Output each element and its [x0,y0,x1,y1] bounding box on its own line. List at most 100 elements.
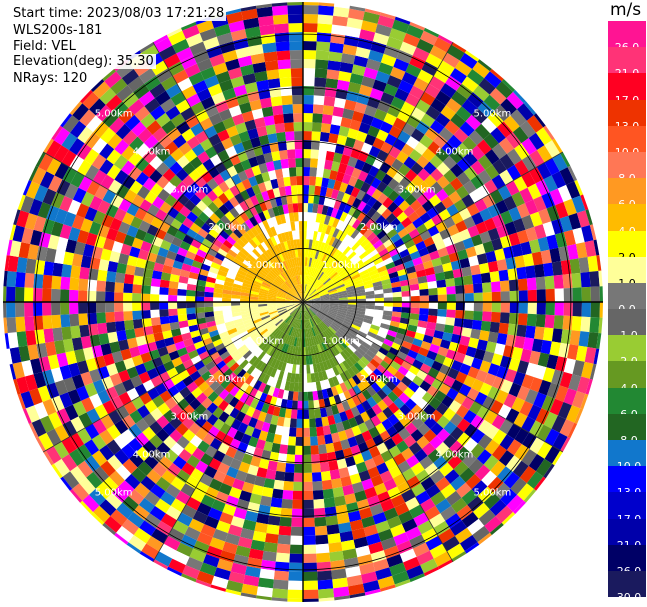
velocity-gate [250,136,262,148]
velocity-gate [45,140,62,158]
velocity-gate [270,284,280,290]
velocity-gate [6,286,16,302]
velocity-gate [453,461,469,476]
velocity-gate [296,295,303,302]
velocity-gate [270,285,279,292]
velocity-gate [287,158,296,168]
velocity-gate [260,283,271,290]
velocity-gate [423,161,437,175]
velocity-gate [249,299,259,302]
velocity-gate [297,391,303,401]
velocity-gate [68,226,81,242]
velocity-gate [94,185,109,200]
velocity-gate [489,68,504,82]
velocity-gate [357,359,367,369]
velocity-gate [448,190,462,204]
velocity-gate [340,243,349,254]
velocity-gate [419,380,432,392]
velocity-gate [172,334,184,344]
velocity-gate [230,515,245,529]
velocity-gate [303,194,309,204]
velocity-gate [193,254,205,264]
velocity-gate [372,79,387,92]
velocity-gate [429,75,446,91]
velocity-gate [312,316,319,325]
velocity-gate [468,130,484,146]
velocity-gate [251,484,264,496]
velocity-gate [443,169,457,184]
velocity-gate [467,366,480,379]
velocity-gate [25,330,37,346]
velocity-gate [447,454,463,470]
velocity-gate [80,500,93,515]
velocity-gate [467,92,484,109]
velocity-gate [418,282,429,290]
velocity-gate [315,543,330,554]
velocity-gate [189,222,202,234]
velocity-gate [180,107,195,121]
velocity-gate [359,269,369,277]
velocity-gate [263,542,278,553]
velocity-gate [531,338,544,353]
velocity-gate [279,287,288,293]
velocity-gate [353,336,364,345]
velocity-gate [447,44,465,61]
velocity-gate [415,353,427,364]
velocity-gate [267,460,278,471]
velocity-gate [306,310,311,319]
velocity-gate [459,467,475,483]
velocity-gate [471,234,483,247]
velocity-gate [98,332,110,346]
velocity-gate [213,287,223,294]
velocity-gate [525,362,538,378]
velocity-gate [321,114,333,125]
velocity-gate [152,395,165,408]
velocity-gate [258,303,268,307]
velocity-gate [169,416,183,430]
velocity-gate [468,458,484,474]
velocity-gate [304,257,308,267]
velocity-gate [316,270,323,280]
velocity-gate [280,322,288,332]
velocity-gate [365,294,375,299]
velocity-gate [374,302,384,307]
velocity-gate [580,271,591,288]
velocity-gate [596,333,602,349]
velocity-gate [303,221,308,231]
velocity-gate [348,8,365,21]
velocity-gate [323,340,330,351]
velocity-gate [262,550,277,562]
velocity-gate [25,405,40,423]
velocity-gate [521,432,537,450]
velocity-gate [356,298,366,302]
velocity-gate [529,420,544,437]
velocity-gate [410,128,425,142]
velocity-gate [429,119,445,135]
velocity-gate [142,426,156,441]
velocity-gate [331,568,347,580]
velocity-gate [176,347,188,357]
velocity-gate [372,354,384,365]
velocity-gate [408,365,420,376]
velocity-gate [374,309,384,315]
velocity-gate [525,226,538,242]
velocity-gate [465,114,482,131]
velocity-gate [288,562,303,572]
velocity-gate [43,138,54,154]
velocity-gate [303,517,315,527]
velocity-gate [474,348,486,361]
velocity-gate [84,455,101,472]
velocity-gate [408,277,419,286]
velocity-gate [91,450,108,467]
velocity-gate [424,505,441,521]
velocity-gate [30,229,43,246]
velocity-gate [230,29,247,42]
velocity-gate [279,213,287,224]
velocity-gate [45,341,57,357]
velocity-gate [367,466,380,479]
velocity-gate [272,280,282,288]
velocity-gate [182,565,200,580]
velocity-gate [174,230,187,241]
velocity-gate [538,208,552,225]
velocity-gate [200,138,213,152]
